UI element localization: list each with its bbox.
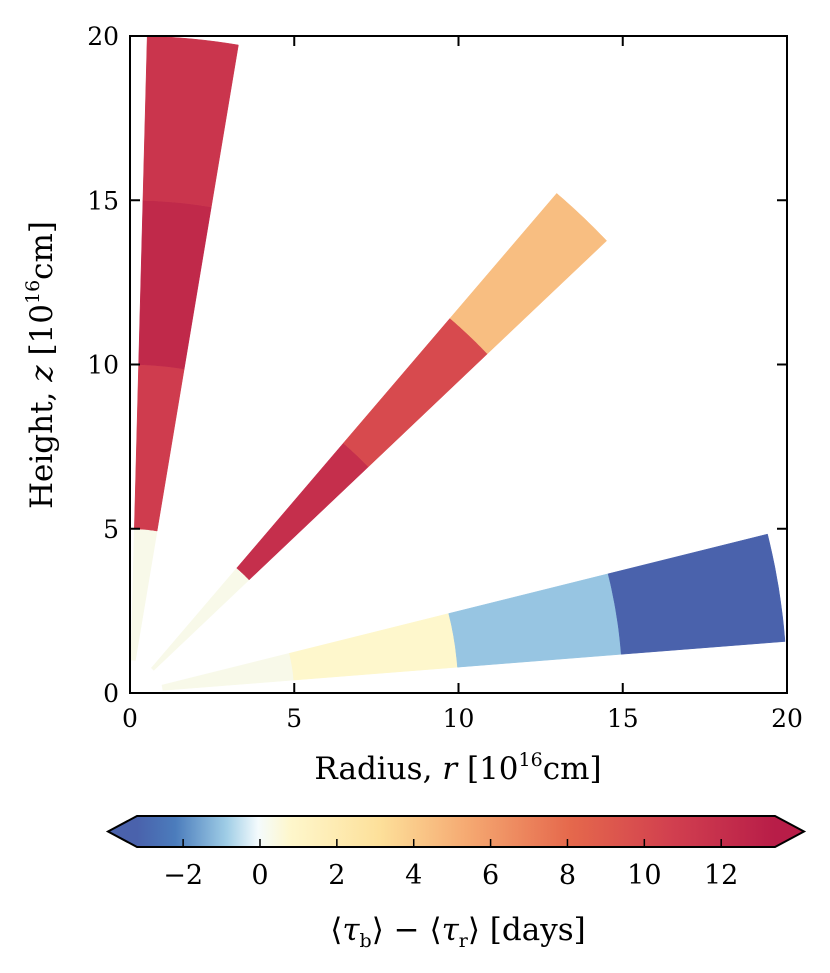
x-axis-title-var: r bbox=[442, 751, 459, 787]
x-axis-title-unit-post: cm] bbox=[543, 751, 602, 787]
colorbar-extend-low bbox=[108, 816, 137, 847]
y-axis-title-unit-pre: [10 bbox=[24, 304, 60, 365]
colorbar-ticks: −2 0 2 4 6 8 10 12 bbox=[163, 839, 738, 891]
wedge-steep-cell-4 bbox=[142, 36, 239, 208]
colorbar-tick-label: 8 bbox=[559, 860, 576, 891]
colorbar-body bbox=[137, 816, 775, 847]
wedge-layer bbox=[130, 36, 786, 691]
wedge-shallow-cell-3 bbox=[448, 573, 622, 668]
cb-title-sub-b: b bbox=[360, 930, 372, 952]
x-tick-label: 0 bbox=[122, 704, 138, 733]
x-axis-title: Radius, r [1016cm] bbox=[314, 749, 601, 787]
x-axis-title-unit-pre: [10 bbox=[457, 751, 518, 787]
y-tick-label: 10 bbox=[87, 351, 119, 380]
cb-title-tau-1: τ bbox=[342, 912, 360, 948]
y-ticks: 0 5 10 15 20 bbox=[87, 22, 787, 708]
wedge-middle-cell-3 bbox=[342, 317, 488, 468]
colorbar-tick-label: 12 bbox=[704, 860, 738, 891]
colorbar-extend-high bbox=[775, 816, 804, 847]
y-tick-label: 0 bbox=[103, 679, 119, 708]
colorbar-tick-label: 0 bbox=[251, 860, 268, 891]
wedge-steep-cell-3 bbox=[138, 200, 212, 370]
wedge-middle-cell-1 bbox=[150, 567, 250, 671]
x-tick-label: 15 bbox=[607, 704, 639, 733]
y-tick-label: 15 bbox=[87, 186, 119, 215]
wedge-middle-cell-4 bbox=[449, 193, 607, 355]
y-axis-title-exp: 16 bbox=[22, 280, 44, 304]
wedge-shallow-cell-1 bbox=[161, 652, 294, 691]
x-tick-label: 10 bbox=[443, 704, 475, 733]
cb-title-sub-r: r bbox=[459, 930, 469, 952]
colorbar: −2 0 2 4 6 8 10 12 bbox=[105, 815, 807, 891]
y-axis-title-prefix: Height, bbox=[24, 382, 60, 509]
y-axis-title: Height, z [1016cm] bbox=[22, 221, 60, 509]
wedge-shallow-cell-4 bbox=[607, 533, 786, 655]
cb-title-unit: [days] bbox=[480, 912, 586, 948]
cb-title-langle-2: ⟨ bbox=[429, 912, 441, 948]
colorbar-tick-label: 2 bbox=[328, 860, 345, 891]
cb-title-rangle-1: ⟩ bbox=[372, 912, 384, 948]
colorbar-title: ⟨τb⟩ − ⟨τr⟩ [days] bbox=[330, 912, 586, 952]
colorbar-tick-label: 6 bbox=[482, 860, 499, 891]
y-axis-title-var: z bbox=[24, 365, 60, 383]
x-axis-title-exp: 16 bbox=[519, 749, 543, 771]
cb-title-rangle-2: ⟩ bbox=[468, 912, 480, 948]
x-ticks: 0 5 10 15 20 bbox=[122, 36, 803, 733]
colorbar-tick-label: −2 bbox=[163, 860, 203, 891]
y-tick-label: 20 bbox=[87, 22, 119, 51]
x-axis-title-prefix: Radius, bbox=[314, 751, 442, 787]
colorbar-tick-label: 4 bbox=[405, 860, 422, 891]
cb-title-tau-2: τ bbox=[442, 912, 460, 948]
cb-title-langle-1: ⟨ bbox=[330, 912, 342, 948]
y-axis-title-unit-post: cm] bbox=[24, 221, 60, 280]
x-tick-label: 20 bbox=[771, 704, 803, 733]
wedge-middle-cell-2 bbox=[236, 442, 369, 581]
wedge-steep-cell-1 bbox=[130, 528, 158, 661]
colorbar-tick-label: 10 bbox=[627, 860, 661, 891]
y-tick-label: 5 bbox=[103, 515, 119, 544]
colorbar-outline bbox=[105, 815, 807, 848]
wedge-steep-cell-2 bbox=[134, 364, 185, 532]
x-tick-label: 5 bbox=[286, 704, 302, 733]
cb-title-minus: − bbox=[384, 912, 430, 948]
wedge-shallow-cell-2 bbox=[289, 613, 458, 681]
